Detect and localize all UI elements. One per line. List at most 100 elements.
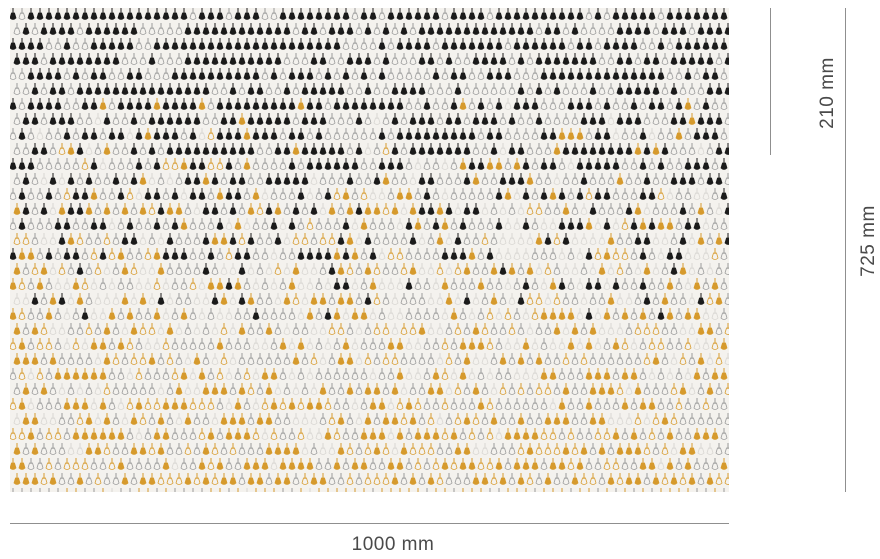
pendant-bulb-icon (382, 293, 390, 305)
pendant-bulb-icon (409, 263, 417, 275)
pendant-bulb-icon (549, 188, 557, 200)
pendant-bulb-icon (193, 383, 201, 395)
pendant-bulb-icon (27, 308, 35, 320)
pendant-bulb-icon (445, 353, 453, 365)
pendant-bulb-icon (130, 413, 138, 425)
pendant-bulb-icon (49, 383, 57, 395)
pendant-bulb-icon (27, 128, 35, 140)
pendant-bulb-icon (679, 203, 687, 215)
pendant-bulb-icon (211, 473, 219, 485)
pendant-bulb-icon (633, 488, 635, 492)
pendant-bulb-icon (288, 68, 296, 80)
pendant-bulb-icon (661, 443, 669, 455)
pendant-bulb-icon (57, 488, 59, 492)
pendant-bulb-icon (45, 338, 53, 350)
pendant-bulb-icon (66, 488, 68, 492)
pendant-bulb-icon (346, 233, 354, 245)
pendant-bulb-icon (666, 368, 674, 380)
pendant-bulb-icon (535, 233, 543, 245)
pendant-bulb-icon (598, 23, 606, 35)
pendant-bulb-icon (364, 173, 372, 185)
pendant-bulb-icon (211, 413, 219, 425)
pendant-bulb-icon (549, 278, 557, 290)
pendant-bulb-icon (481, 83, 489, 95)
pendant-bulb-icon (157, 293, 165, 305)
pendant-bulb-icon (144, 128, 152, 140)
pendant-bulb-icon (378, 368, 386, 380)
pendant-bulb-icon (54, 8, 62, 20)
pendant-bulb-icon (400, 203, 408, 215)
pendant-bulb-icon (603, 458, 611, 470)
pendant-bulb-icon (148, 413, 156, 425)
pendant-bulb-icon (336, 488, 338, 492)
pendant-bulb-icon (234, 248, 242, 260)
pendant-bulb-icon (517, 53, 525, 65)
pendant-bulb-icon (211, 233, 219, 245)
pendant-bulb-icon (720, 128, 728, 140)
pendant-bulb-icon (643, 173, 651, 185)
pendant-bulb-icon (585, 368, 593, 380)
pendant-bulb-icon (508, 473, 516, 485)
pendant-bulb-icon (31, 203, 39, 215)
pendant-bulb-icon (603, 158, 611, 170)
pendant-bulb-icon (724, 323, 729, 335)
pendant-bulb-icon (216, 68, 224, 80)
pendant-bulb-icon (724, 83, 729, 95)
pendant-bulb-icon (702, 128, 710, 140)
pendant-bulb-icon (444, 488, 446, 492)
pendant-bulb-icon (21, 488, 23, 492)
pendant-bulb-icon (175, 323, 183, 335)
pendant-bulb-icon (378, 38, 386, 50)
pendant-bulb-icon (216, 428, 224, 440)
pendant-bulb-icon (144, 188, 152, 200)
pendant-bulb-icon (36, 38, 44, 50)
pendant-bulb-icon (423, 248, 431, 260)
pendant-bulb-icon (243, 368, 251, 380)
pendant-bulb-icon (333, 338, 341, 350)
pendant-bulb-icon (477, 68, 485, 80)
pendant-bulb-icon (112, 143, 120, 155)
pendant-bulb-icon (360, 98, 368, 110)
pendant-bulb-icon (561, 488, 563, 492)
pendant-bulb-icon (661, 233, 669, 245)
pendant-bulb-icon (229, 53, 237, 65)
pendant-bulb-icon (108, 248, 116, 260)
pendant-bulb-icon (477, 98, 485, 110)
pendant-bulb-icon (238, 143, 246, 155)
pendant-bulb-icon (702, 38, 710, 50)
pendant-bulb-icon (436, 23, 444, 35)
pendant-bulb-icon (607, 443, 615, 455)
pendant-bulb-icon (36, 278, 44, 290)
pendant-bulb-icon (310, 113, 318, 125)
pendant-bulb-icon (670, 53, 678, 65)
pendant-bulb-icon (621, 278, 629, 290)
pendant-bulb-icon (310, 53, 318, 65)
pendant-bulb-icon (414, 248, 422, 260)
pendant-bulb-icon (535, 53, 543, 65)
pendant-bulb-icon (63, 278, 71, 290)
pendant-bulb-icon (45, 308, 53, 320)
pendant-bulb-icon (696, 488, 698, 492)
pendant-bulb-icon (459, 368, 467, 380)
pendant-bulb-icon (585, 308, 593, 320)
pendant-bulb-icon (468, 218, 476, 230)
pendant-bulb-icon (315, 368, 323, 380)
pendant-bulb-icon (427, 443, 435, 455)
pendant-bulb-icon (450, 8, 458, 20)
pendant-bulb-icon (432, 398, 440, 410)
pendant-bulb-icon (414, 308, 422, 320)
pendant-bulb-icon (670, 173, 678, 185)
pendant-bulb-icon (526, 293, 534, 305)
pendant-bulb-icon (36, 428, 44, 440)
pendant-bulb-icon (648, 158, 656, 170)
pendant-bulb-icon (612, 128, 620, 140)
pendant-bulb-icon (553, 203, 561, 215)
pendant-bulb-icon (616, 233, 624, 245)
pendant-bulb-icon (585, 158, 593, 170)
pendant-bulb-icon (315, 398, 323, 410)
pendant-bulb-icon (301, 443, 309, 455)
pendant-bulb-icon (684, 158, 692, 170)
pendant-bulb-icon (90, 248, 98, 260)
pendant-bulb-icon (234, 188, 242, 200)
pendant-bulb-icon (216, 38, 224, 50)
